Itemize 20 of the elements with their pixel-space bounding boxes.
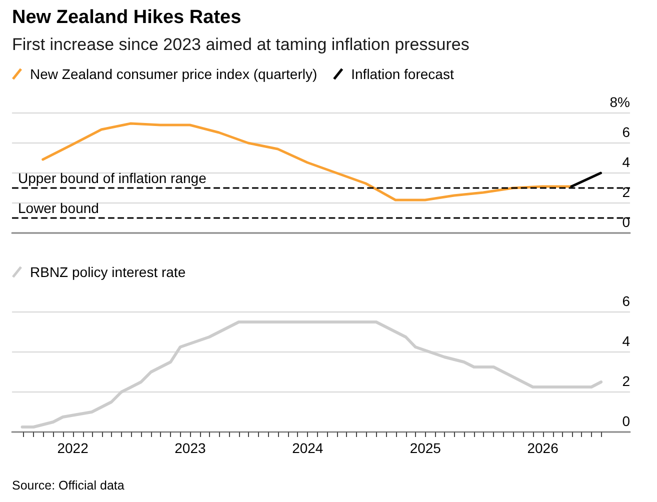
ref-line-label: Upper bound of inflation range — [18, 170, 207, 186]
chart-subtitle: First increase since 2023 aimed at taming inflation pressures — [12, 35, 470, 54]
x-tick-label: 2026 — [527, 440, 559, 456]
y-tick-label: 6 — [622, 124, 630, 140]
x-tick-label: 2025 — [410, 440, 442, 456]
x-tick-label: 2023 — [174, 440, 206, 456]
y-tick-label: 0 — [622, 413, 630, 429]
legend-label: New Zealand consumer price index (quarterly) — [30, 66, 318, 82]
ref-line-label: Lower bound — [18, 200, 99, 216]
y-tick-label: 2 — [622, 373, 630, 389]
chart-title: New Zealand Hikes Rates — [12, 7, 242, 28]
legend-label: RBNZ policy interest rate — [30, 264, 186, 280]
x-tick-label: 2024 — [292, 440, 324, 456]
source-note: Source: Official data — [12, 478, 124, 492]
y-tick-label: 4 — [622, 154, 630, 170]
y-tick-label: 4 — [622, 333, 630, 349]
legend-label: Inflation forecast — [351, 66, 454, 82]
y-tick-label: 8% — [610, 94, 630, 110]
x-tick-label: 2022 — [57, 440, 89, 456]
y-tick-label: 6 — [622, 293, 630, 309]
